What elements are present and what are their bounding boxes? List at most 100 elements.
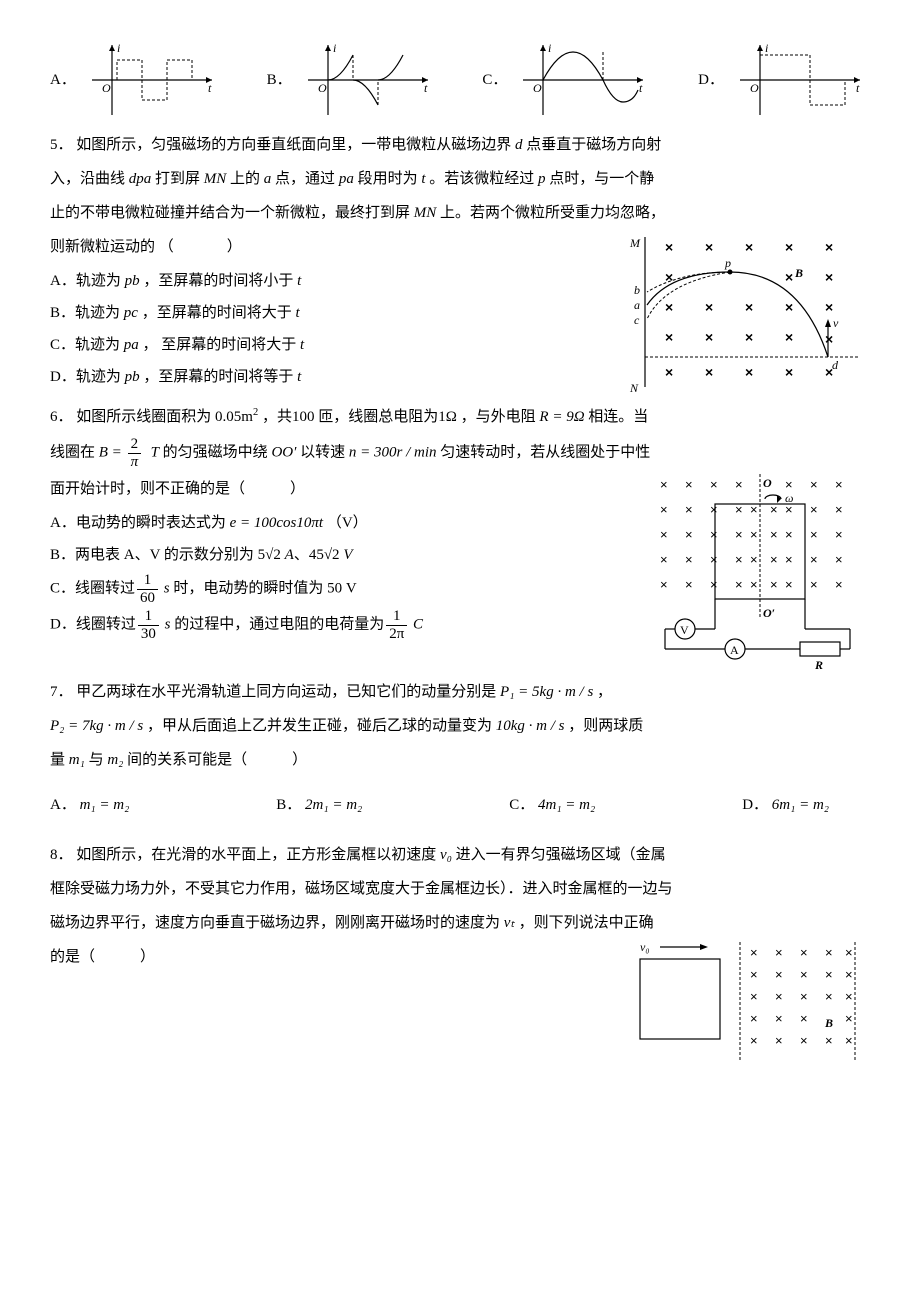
svg-text:×: × [705, 299, 713, 315]
svg-text:×: × [770, 552, 778, 567]
svg-text:×: × [775, 1033, 783, 1048]
q5-a: a [264, 171, 272, 187]
q4-option-a: A． O t i [50, 40, 222, 120]
q6-s1: 如图所示线圈面积为 [76, 409, 211, 425]
q5-txt2: 点垂直于磁场方向射 [526, 137, 661, 153]
svg-text:b: b [634, 283, 640, 297]
svg-text:×: × [705, 239, 713, 255]
svg-text:×: × [825, 989, 833, 1004]
q7-num: 7． [50, 684, 73, 700]
svg-text:t: t [208, 81, 212, 95]
svg-text:×: × [750, 577, 758, 592]
svg-text:t: t [639, 81, 643, 95]
svg-text:×: × [735, 577, 743, 592]
q6-figure: ××××××× ××××××× ××××××× ××××××× ××××××× … [640, 469, 870, 679]
q4-label-d: D． [698, 65, 724, 95]
q6-line1: 6． 如图所示线圈面积为 0.05m2 ，共100 匝，线圈总电阻为1Ω ，与外… [50, 402, 870, 432]
svg-text:×: × [810, 477, 818, 492]
q5-opt-b: B．轨迹为 pc ，至屏幕的时间将大于 t [50, 298, 542, 328]
svg-text:×: × [835, 502, 843, 517]
svg-text:t: t [856, 81, 860, 95]
q4-graph-a: O t i [82, 40, 222, 120]
svg-text:×: × [665, 299, 673, 315]
svg-text:×: × [685, 502, 693, 517]
q4-label-a: A． [50, 65, 76, 95]
svg-text:×: × [835, 477, 843, 492]
svg-text:a: a [634, 298, 640, 312]
svg-text:i: i [333, 41, 336, 55]
svg-text:V: V [680, 623, 689, 637]
svg-text:×: × [845, 945, 853, 960]
q5-l2g: 点时，与一个静 [549, 171, 654, 187]
svg-text:×: × [825, 967, 833, 982]
q4-label-c: C． [482, 65, 507, 95]
svg-text:×: × [750, 989, 758, 1004]
q4-options-row: A． O t i B． O t i C． [50, 40, 870, 120]
q4-graph-c: O t i [513, 40, 653, 120]
q5-l2d: 点，通过 [275, 171, 335, 187]
q5-line3: 止的不带电微粒碰撞并结合为一个新微粒，最终打到屏 MN 上。若两个微粒所受重力均… [50, 198, 870, 228]
svg-text:i: i [548, 41, 551, 55]
q6-opt-b: B．两电表 A、V 的示数分别为 5√2 A、45√2 V [50, 540, 558, 570]
q5-opt-c: C．轨迹为 pa ， 至屏幕的时间将大于 t [50, 330, 542, 360]
svg-text:O′: O′ [763, 606, 775, 620]
q5-options: A．轨迹为 pb ，至屏幕的时间将小于 t B．轨迹为 pc ，至屏幕的时间将大… [50, 266, 542, 392]
svg-text:×: × [705, 364, 713, 380]
svg-text:×: × [825, 331, 833, 347]
svg-text:×: × [660, 552, 668, 567]
svg-text:×: × [825, 269, 833, 285]
question-6: 6． 如图所示线圈面积为 0.05m2 ，共100 匝，线圈总电阻为1Ω ，与外… [50, 402, 870, 642]
svg-text:i: i [765, 41, 768, 55]
q4-graph-b: O t i [298, 40, 438, 120]
svg-text:×: × [810, 502, 818, 517]
svg-text:M: M [629, 236, 641, 250]
svg-text:×: × [710, 477, 718, 492]
q5-mn2: MN [414, 205, 437, 221]
q7-opt-a: A． m₁ = m₂ [50, 790, 129, 820]
svg-text:×: × [685, 552, 693, 567]
q6-opt-a: A．电动势的瞬时表达式为 e = 100cos10πt （V） [50, 508, 558, 538]
q7-options: A． m₁ = m₂ B． 2m₁ = m₂ C． 4m₁ = m₂ D． 6m… [50, 790, 829, 820]
q7-opt-c: C． 4m₁ = m₂ [509, 790, 595, 820]
q4-option-b: B． O t i [267, 40, 438, 120]
svg-text:t: t [424, 81, 428, 95]
svg-text:×: × [750, 967, 758, 982]
svg-text:O: O [533, 81, 542, 95]
q5-l2c: 上的 [230, 171, 260, 187]
svg-text:×: × [845, 989, 853, 1004]
svg-text:×: × [660, 477, 668, 492]
q5-num: 5． [50, 137, 73, 153]
svg-text:R: R [814, 658, 823, 672]
q5-line2: 入，沿曲线 dpa 打到屏 MN 上的 a 点，通过 pa 段用时为 t 。若该… [50, 164, 870, 194]
q5-l2a: 入，沿曲线 [50, 171, 125, 187]
q6-options: A．电动势的瞬时表达式为 e = 100cos10πt （V） B．两电表 A、… [50, 508, 558, 642]
svg-text:×: × [775, 1011, 783, 1026]
svg-text:×: × [660, 577, 668, 592]
q8-line3: 磁场边界平行，速度方向垂直于磁场边界，刚刚离开磁场时的速度为 vₜ ，则下列说法… [50, 908, 870, 938]
svg-text:×: × [745, 239, 753, 255]
svg-text:×: × [665, 364, 673, 380]
svg-text:×: × [750, 945, 758, 960]
svg-text:×: × [770, 577, 778, 592]
question-7: 7． 甲乙两球在水平光滑轨道上同方向运动，已知它们的动量分别是 P₁ = 5kg… [50, 677, 870, 820]
svg-text:×: × [810, 552, 818, 567]
svg-text:×: × [800, 945, 808, 960]
svg-text:×: × [750, 552, 758, 567]
svg-text:×: × [785, 239, 793, 255]
svg-text:×: × [775, 989, 783, 1004]
q5-l2f: 。若该微粒经过 [429, 171, 534, 187]
svg-text:O: O [318, 81, 327, 95]
q5-t: t [421, 171, 425, 187]
svg-text:×: × [845, 1011, 853, 1026]
q4-label-b: B． [267, 65, 292, 95]
q5-figure: M N ××××× ××× ××××× ××××× ××××× B p b a [620, 227, 870, 397]
svg-text:×: × [785, 552, 793, 567]
q5-mn1: MN [204, 171, 227, 187]
svg-text:×: × [775, 945, 783, 960]
svg-text:×: × [745, 364, 753, 380]
svg-text:×: × [825, 299, 833, 315]
svg-text:×: × [785, 299, 793, 315]
svg-text:×: × [665, 239, 673, 255]
svg-text:×: × [845, 1033, 853, 1048]
q4-graph-d: O t i [730, 40, 870, 120]
